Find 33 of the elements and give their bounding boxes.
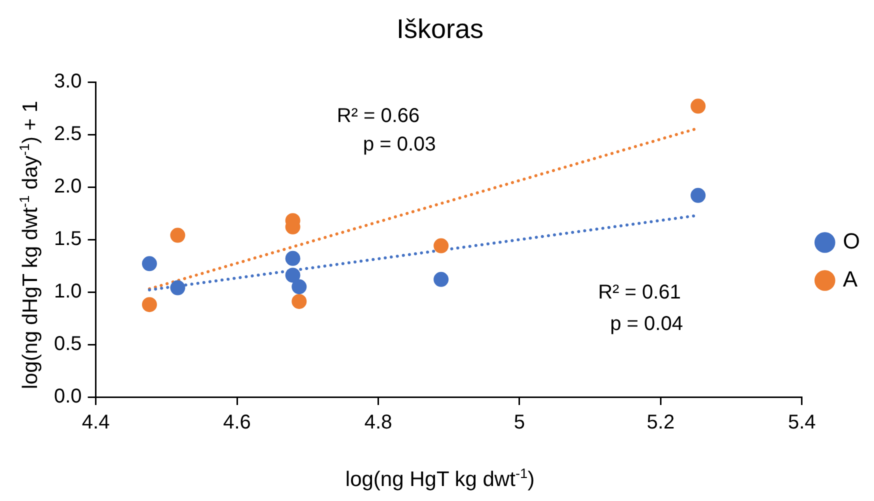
point xyxy=(292,279,307,294)
point xyxy=(142,256,157,272)
annotation: p = 0.03 xyxy=(362,134,436,156)
annotation: R² = 0.61 xyxy=(598,282,681,304)
point xyxy=(142,297,157,312)
point xyxy=(170,228,186,243)
x-axis-title: log(ng HgT kg dwt$^{-1}$) xyxy=(344,466,536,492)
legend-label: A xyxy=(842,266,858,292)
x-tick-label: 5.4 xyxy=(788,412,816,434)
point xyxy=(434,238,449,254)
y-tick-label: 2.0 xyxy=(54,176,82,198)
point xyxy=(170,280,186,296)
legend-label: O xyxy=(842,228,860,254)
annotation: R² = 0.66 xyxy=(336,105,420,128)
y-tick-label: 1.5 xyxy=(54,228,82,250)
y-tick-label: 0.0 xyxy=(54,386,82,408)
x-tick-label: 4.6 xyxy=(223,412,251,434)
x-tick-label: 5 xyxy=(514,412,526,434)
annotation: p = 0.04 xyxy=(610,313,683,336)
y-tick-label: 1.0 xyxy=(54,280,82,303)
point xyxy=(292,294,307,309)
x-tick-label: 5.2 xyxy=(646,412,675,434)
y-tick-label: 0.5 xyxy=(54,333,82,356)
y-tick-label: 3.0 xyxy=(54,70,82,93)
point xyxy=(690,98,706,114)
y-tick-label: 2.5 xyxy=(54,123,82,146)
x-tick-label: 4.8 xyxy=(364,412,392,434)
point xyxy=(285,250,300,266)
point xyxy=(690,188,706,203)
chart-title: Iškoras xyxy=(395,14,485,45)
point xyxy=(434,272,449,287)
x-tick-label: 4.4 xyxy=(82,412,110,434)
point xyxy=(285,268,300,283)
